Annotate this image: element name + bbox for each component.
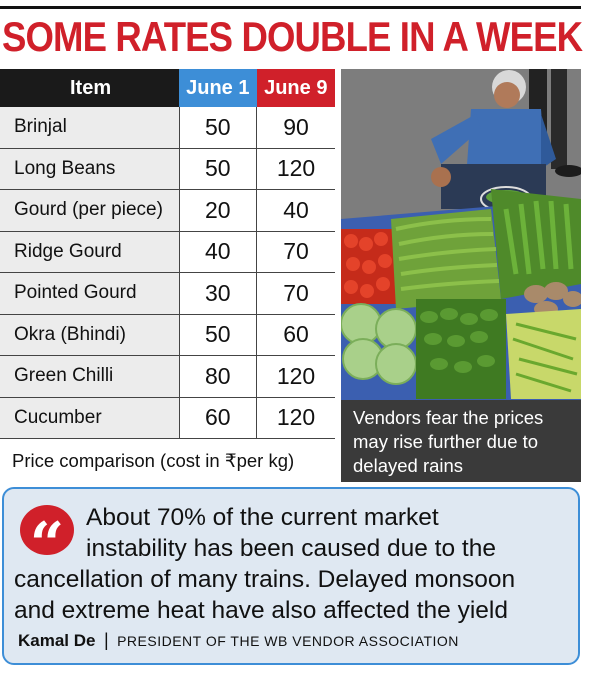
- quote-line: About 70% of the current market: [86, 504, 439, 531]
- row-item: Green Chilli: [0, 355, 180, 398]
- row-june9-price: 60: [256, 314, 335, 356]
- row-item: Cucumber: [0, 397, 180, 439]
- row-june9-price: 40: [256, 189, 335, 232]
- row-june1-price: 40: [179, 231, 258, 273]
- quote-box: [2, 487, 580, 665]
- headline: SOME RATES DOUBLE IN A WEEK: [2, 13, 583, 60]
- header-june-9: June 9: [256, 69, 335, 107]
- table-row: Green Chilli 80 120: [0, 355, 335, 398]
- row-june1-price: 50: [179, 107, 258, 149]
- row-item: Long Beans: [0, 148, 180, 190]
- row-june1-price: 80: [179, 355, 258, 398]
- row-june1-price: 20: [179, 189, 258, 232]
- row-june1-price: 30: [179, 272, 258, 315]
- row-june1-price: 50: [179, 148, 258, 190]
- attribution-separator: |: [103, 630, 109, 650]
- row-item: Gourd (per piece): [0, 189, 180, 232]
- row-item: Okra (Bhindi): [0, 314, 180, 356]
- table-row: Okra (Bhindi) 50 60: [0, 314, 335, 356]
- row-item: Brinjal: [0, 107, 180, 149]
- top-rule: [0, 6, 581, 9]
- header-item: Item: [0, 69, 180, 107]
- table-row: Long Beans 50 120: [0, 148, 335, 190]
- row-june1-price: 50: [179, 314, 258, 356]
- row-june1-price: 60: [179, 397, 258, 439]
- table-row: Pointed Gourd 30 70: [0, 272, 335, 315]
- row-item: Ridge Gourd: [0, 231, 180, 273]
- speaker-role: PRESIDENT OF THE WB VENDOR ASSOCIATION: [117, 633, 459, 649]
- quote-line: instability has been caused due to the: [86, 535, 496, 562]
- table-row: Brinjal 50 90: [0, 107, 335, 149]
- table-row: Gourd (per piece) 20 40: [0, 189, 335, 232]
- row-june9-price: 120: [256, 397, 335, 439]
- row-june9-price: 90: [256, 107, 335, 149]
- quote-text: About 70% of the current market instabil…: [14, 502, 580, 626]
- header-june-1: June 1: [179, 69, 257, 107]
- table-row: Cucumber 60 120: [0, 397, 335, 439]
- quote-line: and extreme heat have also affected the …: [14, 597, 508, 624]
- row-june9-price: 120: [256, 148, 335, 190]
- row-item: Pointed Gourd: [0, 272, 180, 315]
- price-table: Item June 1 June 9 Brinjal 50 90 Long Be…: [0, 69, 335, 439]
- row-june9-price: 70: [256, 231, 335, 273]
- speaker-name: Kamal De: [18, 631, 96, 650]
- photo-caption: Vendors fear the prices may rise further…: [341, 400, 581, 482]
- row-june9-price: 70: [256, 272, 335, 315]
- row-june9-price: 120: [256, 355, 335, 398]
- quote-line: cancellation of many trains. Delayed mon…: [14, 566, 516, 593]
- quote-attribution: Kamal De | PRESIDENT OF THE WB VENDOR AS…: [18, 630, 459, 651]
- table-caption: Price comparison (cost in ₹per kg): [12, 450, 295, 471]
- table-row: Ridge Gourd 40 70: [0, 231, 335, 273]
- table-header-row: Item June 1 June 9: [0, 69, 335, 107]
